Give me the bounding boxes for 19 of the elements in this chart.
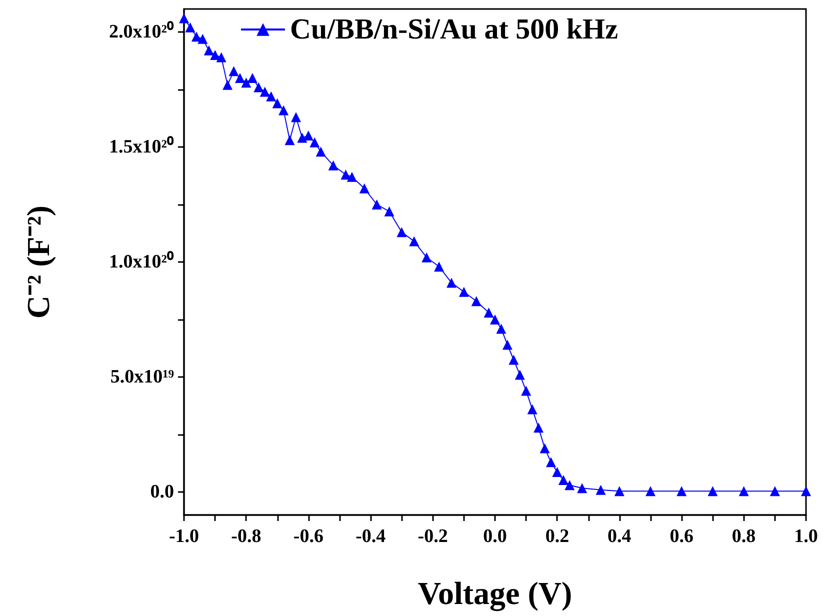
x-tick-label: 0.2 — [545, 526, 570, 547]
x-tick-label: 0.6 — [670, 526, 694, 547]
x-tick-label: -0.4 — [356, 526, 386, 547]
legend-label: Cu/BB/n-Si/Au at 500 kHz — [290, 14, 618, 46]
y-tick-label: 2.0x10²⁰ — [109, 20, 174, 42]
y-tick-label: 0.0 — [150, 482, 174, 502]
y-tick-label: 5.0x10¹⁹ — [110, 366, 174, 388]
x-tick-label: -0.8 — [231, 526, 262, 547]
y-axis-title: C⁻² (F⁻²) — [20, 205, 56, 319]
x-tick-label: -0.2 — [418, 526, 448, 547]
x-axis-title: Voltage (V) — [418, 575, 572, 612]
x-tick-label: -0.6 — [293, 526, 324, 547]
x-tick-label: 0.0 — [483, 526, 507, 547]
y-tick-label: 1.0x10²⁰ — [109, 250, 174, 272]
x-tick-label: -1.0 — [168, 526, 200, 547]
x-tick-label: 0.8 — [732, 526, 756, 547]
x-tick-label: 0.4 — [608, 526, 632, 547]
y-tick-label: 1.5x10²⁰ — [109, 136, 174, 158]
x-tick-label: 1.0 — [794, 526, 818, 547]
